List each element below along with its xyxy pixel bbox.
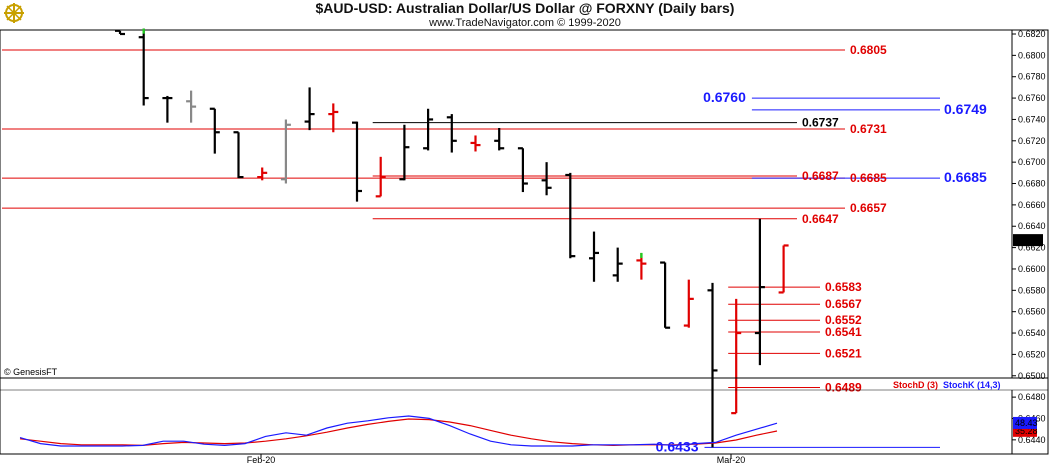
legend-stochk: StochK (14,3) — [943, 380, 1001, 390]
price-tick-label: 0.6820 — [1018, 29, 1046, 39]
ohlc-bar — [589, 231, 599, 282]
price-tick-label: 0.6600 — [1018, 264, 1046, 274]
stochastic-lines — [19, 415, 778, 447]
price-level-label: 0.6731 — [850, 122, 887, 136]
ohlc-bar — [257, 167, 268, 181]
ohlc-bar — [375, 156, 386, 198]
ohlc-bar — [660, 261, 671, 329]
price-level-label: 0.6433 — [656, 438, 699, 454]
price-tick-label: 0.6580 — [1018, 285, 1046, 295]
price-level-label: 0.6552 — [825, 313, 862, 327]
ohlc-bar — [541, 162, 552, 196]
price-level-label: 0.6583 — [825, 280, 862, 294]
last-price-box — [1013, 234, 1043, 247]
ohlc-bar — [470, 135, 481, 152]
ohlc-bar — [517, 147, 528, 193]
stochastic-series-line — [19, 415, 778, 447]
price-tick-label: 0.6680 — [1018, 179, 1046, 189]
ohlc-bar — [446, 114, 457, 153]
chart-subtitle: www.TradeNavigator.com © 1999-2020 — [428, 17, 621, 29]
price-level-label: 0.6805 — [850, 43, 887, 57]
stochastic-last-label: 48.43 — [1015, 418, 1038, 428]
price-level-label: 0.6685 — [944, 169, 987, 185]
legend-stochd: StochD (3) — [893, 380, 938, 390]
price-tick-label: 0.6800 — [1018, 50, 1046, 60]
ohlc-bar — [565, 172, 576, 259]
price-tick-label: 0.6620 — [1018, 243, 1046, 253]
ohlc-bar — [280, 119, 291, 184]
ohlc-bar — [328, 103, 339, 133]
price-tick-label: 0.6540 — [1018, 328, 1046, 338]
price-tick-label: 0.6640 — [1018, 221, 1046, 231]
ohlc-bar — [304, 87, 315, 131]
ohlc-bar — [423, 108, 434, 151]
price-levels — [2, 49, 940, 448]
price-tick-label: 0.6520 — [1018, 349, 1046, 359]
last-price-label: 0.6627 — [1015, 235, 1043, 245]
logo-icon — [4, 3, 24, 23]
price-level-label: 0.6567 — [825, 297, 862, 311]
price-panel — [0, 29, 1049, 379]
stochastic-last-box — [1013, 416, 1037, 429]
ohlc-bar — [494, 127, 505, 151]
price-level-label: 0.6521 — [825, 346, 862, 360]
price-tick-label: 0.6660 — [1018, 200, 1046, 210]
price-tick-label: 0.6760 — [1018, 93, 1046, 103]
chart-title: $AUD-USD: Australian Dollar/US Dollar @ … — [316, 0, 735, 16]
price-level-label: 0.6489 — [825, 381, 862, 395]
ohlc-bar — [233, 131, 244, 179]
price-level-label: 0.6687 — [802, 169, 839, 183]
ohlc-bar — [186, 90, 197, 123]
ohlc-bar — [399, 124, 410, 181]
price-tick-label: 0.6740 — [1018, 114, 1046, 124]
ohlc-bar — [778, 244, 789, 294]
ohlc-bar — [162, 95, 173, 123]
ohlc-bar — [754, 218, 765, 366]
price-tick-label: 0.6560 — [1018, 307, 1046, 317]
ohlc-bar — [352, 121, 362, 202]
price-level-label: 0.6737 — [802, 116, 839, 130]
ohlc-bar — [138, 28, 149, 106]
price-tick-label: 0.6500 — [1018, 371, 1046, 381]
date-tick-label: Feb-20 — [247, 455, 276, 464]
stochastic-last-label: 35.28 — [1015, 426, 1038, 436]
price-tick-label: 0.6440 — [1018, 435, 1046, 445]
price-tick-label: 0.6780 — [1018, 72, 1046, 82]
price-level-label: 0.6749 — [944, 101, 987, 117]
watermark: © GenesisFT — [4, 367, 58, 377]
price-level-label: 0.6647 — [802, 212, 839, 226]
ohlc-bar — [209, 107, 220, 154]
date-axis: Feb-20 Mar-20 — [247, 454, 746, 464]
price-level-label: 0.6541 — [825, 325, 862, 339]
price-level-label: 0.6657 — [850, 201, 887, 215]
price-level-label: 0.6760 — [703, 89, 746, 105]
ohlc-bar — [115, 29, 125, 36]
price-tick-label: 0.6700 — [1018, 157, 1046, 167]
date-tick-label: Mar-20 — [717, 455, 746, 464]
ohlc-bars — [115, 28, 789, 448]
price-tick-label: 0.6720 — [1018, 136, 1046, 146]
price-tick-label: 0.6480 — [1018, 392, 1046, 402]
ohlc-bar — [731, 298, 742, 415]
ohlc-bar — [683, 279, 694, 328]
price-level-label: 0.6685 — [850, 171, 887, 185]
ohlc-bar — [612, 247, 623, 282]
ohlc-bar — [707, 282, 718, 448]
